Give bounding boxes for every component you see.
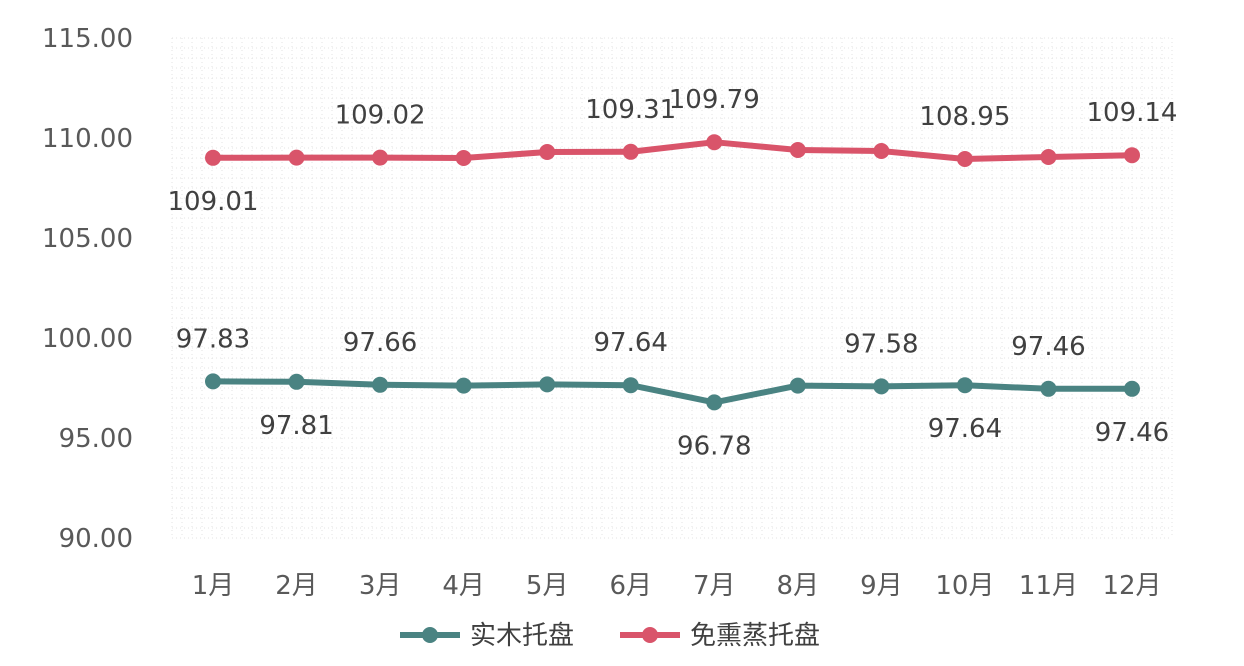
data-point bbox=[205, 373, 221, 390]
data-label: 109.79 bbox=[669, 85, 760, 115]
data-point bbox=[205, 149, 221, 166]
y-tick-label: 90.00 bbox=[59, 524, 133, 554]
data-label: 108.95 bbox=[919, 102, 1010, 132]
data-label: 97.64 bbox=[928, 414, 1002, 444]
y-tick-label: 115.00 bbox=[42, 24, 133, 54]
x-tick-label: 10月 bbox=[935, 571, 994, 601]
legend-item-series-1: 免熏蒸托盘 bbox=[620, 621, 820, 651]
data-point bbox=[1124, 380, 1140, 397]
data-label: 97.64 bbox=[594, 328, 668, 358]
series-line-1 bbox=[210, 139, 1135, 162]
data-point bbox=[372, 376, 389, 393]
data-label: 109.01 bbox=[168, 187, 259, 217]
data-label: 97.81 bbox=[259, 411, 333, 441]
y-tick-label: 110.00 bbox=[42, 124, 133, 154]
x-tick-label: 6月 bbox=[609, 571, 652, 601]
data-label: 109.02 bbox=[335, 101, 426, 131]
y-tick-label: 105.00 bbox=[42, 224, 133, 254]
legend-label-series-1: 免熏蒸托盘 bbox=[690, 621, 820, 651]
data-point bbox=[1040, 380, 1057, 397]
plot-grid bbox=[171, 37, 1173, 539]
data-point bbox=[288, 149, 305, 166]
data-point bbox=[622, 377, 639, 394]
data-point bbox=[789, 377, 806, 394]
data-point bbox=[1040, 149, 1057, 165]
data-point bbox=[873, 143, 890, 159]
legend-item-series-0: 实木托盘 bbox=[400, 621, 574, 651]
series-line-0 bbox=[210, 378, 1135, 406]
x-tick-label: 1月 bbox=[192, 571, 235, 601]
data-label: 97.46 bbox=[1011, 332, 1085, 362]
data-label: 109.14 bbox=[1087, 98, 1178, 128]
y-axis: 90.00 95.00 100.00 105.00 110.00 115.00 bbox=[42, 24, 133, 554]
data-point bbox=[706, 394, 723, 411]
x-tick-label: 8月 bbox=[777, 571, 820, 601]
x-tick-label: 12月 bbox=[1102, 571, 1161, 601]
data-point bbox=[1124, 147, 1140, 164]
data-point bbox=[622, 143, 639, 160]
data-point bbox=[789, 142, 806, 158]
y-tick-label: 95.00 bbox=[59, 424, 133, 454]
data-label: 97.83 bbox=[176, 324, 250, 354]
legend: 实木托盘 免熏蒸托盘 bbox=[400, 621, 820, 651]
x-tick-label: 11月 bbox=[1019, 571, 1078, 601]
x-axis: 1月 2月 3月 4月 5月 6月 7月 8月 9月 10月 11月 12月 bbox=[192, 571, 1162, 601]
y-tick-label: 100.00 bbox=[42, 324, 133, 354]
series-layer bbox=[205, 134, 1140, 411]
data-point bbox=[956, 377, 973, 394]
data-point bbox=[706, 134, 723, 151]
data-label: 97.66 bbox=[343, 328, 417, 358]
x-tick-label: 2月 bbox=[275, 571, 318, 601]
legend-label-series-0: 实木托盘 bbox=[470, 621, 574, 651]
data-labels: 97.83 97.81 97.66 97.64 96.78 97.58 97.64 97.46… bbox=[168, 85, 1178, 461]
data-point bbox=[372, 149, 389, 166]
data-point bbox=[539, 376, 556, 393]
x-tick-label: 3月 bbox=[359, 571, 402, 601]
data-label: 96.78 bbox=[677, 431, 751, 461]
legend-marker-series-1 bbox=[642, 627, 658, 643]
x-tick-label: 9月 bbox=[860, 571, 903, 601]
data-point bbox=[873, 378, 890, 395]
data-label: 109.31 bbox=[585, 95, 676, 125]
x-tick-label: 7月 bbox=[693, 571, 736, 601]
data-point bbox=[539, 144, 556, 160]
data-label: 97.46 bbox=[1095, 418, 1169, 448]
data-point bbox=[455, 150, 472, 166]
x-tick-label: 5月 bbox=[526, 571, 569, 601]
data-label: 97.58 bbox=[844, 329, 918, 359]
data-point bbox=[455, 377, 472, 394]
data-point bbox=[956, 151, 973, 167]
data-point bbox=[288, 373, 305, 390]
x-tick-label: 4月 bbox=[442, 571, 485, 601]
legend-marker-series-0 bbox=[422, 627, 438, 643]
